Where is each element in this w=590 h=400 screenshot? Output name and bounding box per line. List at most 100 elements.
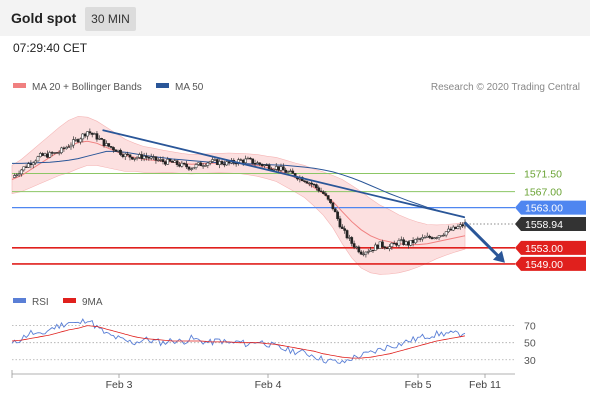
candle-body <box>67 146 70 148</box>
price-levels <box>12 172 515 265</box>
candle-body <box>307 182 311 185</box>
legend-swatch-rsi <box>13 298 26 303</box>
candle-body <box>185 163 188 168</box>
candle-body <box>454 226 457 229</box>
rsi-series-9ma <box>11 325 466 359</box>
candle-body <box>192 167 196 170</box>
rsi-tick-30: 30 <box>524 355 536 367</box>
candle-body <box>416 238 420 240</box>
price-tags: 1571.50 1567.00 1563.00 1553.00 1549.00 1558.… <box>515 168 586 271</box>
candle-body <box>199 162 203 167</box>
candle-body <box>274 166 278 170</box>
candle-body <box>289 170 292 173</box>
candle-body <box>102 139 106 146</box>
timeframe-badge[interactable]: 30 MIN <box>85 7 136 31</box>
candle-body <box>15 174 19 176</box>
candle-body <box>449 228 453 231</box>
candle-body <box>201 165 205 167</box>
candle-body <box>340 226 344 229</box>
candle-body <box>244 158 247 163</box>
candle-body <box>168 159 172 162</box>
candle-body <box>388 246 391 249</box>
candle-body <box>218 161 221 165</box>
candle-body <box>432 237 436 240</box>
candle-body <box>258 162 262 165</box>
candle-body <box>310 182 313 185</box>
candle-body <box>447 228 450 232</box>
candle-body <box>187 166 191 170</box>
candle-body <box>350 237 354 244</box>
candle-body <box>107 143 111 147</box>
candle-body <box>24 166 28 168</box>
candle-body <box>444 231 448 236</box>
candle-body <box>409 240 413 246</box>
candle-body <box>263 164 266 166</box>
candle-body <box>291 170 295 174</box>
candle-body <box>272 169 276 171</box>
candle-body <box>69 144 73 148</box>
candle-body <box>126 153 129 156</box>
candle-body <box>121 154 125 157</box>
candle-body <box>206 162 210 166</box>
candle-body <box>27 163 30 168</box>
time-tick-label-0: Feb 3 <box>106 379 133 391</box>
chart-panel: 07:29:40 CET MA 20 + Bollinger Bands MA … <box>0 36 590 400</box>
candle-body <box>404 241 408 245</box>
candle-body <box>303 180 306 182</box>
candle-body <box>253 163 257 165</box>
candle-body <box>57 152 61 154</box>
candle-body <box>336 211 339 219</box>
candle-body <box>222 163 226 166</box>
candle-body <box>260 163 264 166</box>
candle-body <box>100 138 104 140</box>
candle-body <box>348 237 351 239</box>
legend-label-9ma: 9MA <box>82 297 103 308</box>
candle-body <box>319 190 323 193</box>
candle-body <box>369 249 372 252</box>
candle-body <box>114 149 118 152</box>
candle-body <box>31 162 35 166</box>
candle-body <box>194 164 198 168</box>
candle-body <box>359 251 363 255</box>
candle-body <box>36 156 40 162</box>
candle-body <box>399 239 403 241</box>
candle-body <box>241 159 245 163</box>
candle-body <box>138 154 141 158</box>
candle-body <box>93 133 96 135</box>
candle-body <box>133 158 137 160</box>
candle-body <box>128 154 132 158</box>
candle-body <box>326 195 330 200</box>
candle-body <box>189 168 193 170</box>
forecast-arrow-shaft <box>463 221 501 258</box>
candle-body <box>145 155 148 158</box>
candle-body <box>81 133 85 140</box>
candle-body <box>324 193 328 196</box>
candle-body <box>435 237 439 239</box>
candle-body <box>156 159 160 162</box>
candle-body <box>376 244 380 249</box>
candle-body <box>411 240 415 244</box>
level-3-label: 1553.00 <box>525 243 563 255</box>
candle-body <box>43 153 47 156</box>
timestamp: 07:29:40 CET <box>13 41 88 55</box>
candle-body <box>147 156 151 159</box>
candle-body <box>407 241 410 246</box>
candle-body <box>105 143 108 146</box>
time-axis: Feb 3 Feb 4 Feb 5 Feb 11 <box>11 370 515 391</box>
candle-body <box>329 199 332 203</box>
candle-body <box>355 246 358 248</box>
candle-body <box>20 169 23 175</box>
candle-body <box>48 152 52 158</box>
candle-body <box>333 208 337 213</box>
level-4-tag <box>515 256 586 271</box>
candle-body <box>166 159 170 165</box>
candle-body <box>371 249 375 252</box>
candle-body <box>364 251 368 255</box>
candle-body <box>430 237 434 240</box>
candle-body <box>41 153 45 156</box>
candle-body <box>397 240 401 246</box>
last-price-label: 1558.94 <box>525 219 563 231</box>
level-2-tag <box>515 200 586 215</box>
candle-body <box>220 161 224 165</box>
credit-text: Research © 2020 Trading Central <box>431 82 580 93</box>
